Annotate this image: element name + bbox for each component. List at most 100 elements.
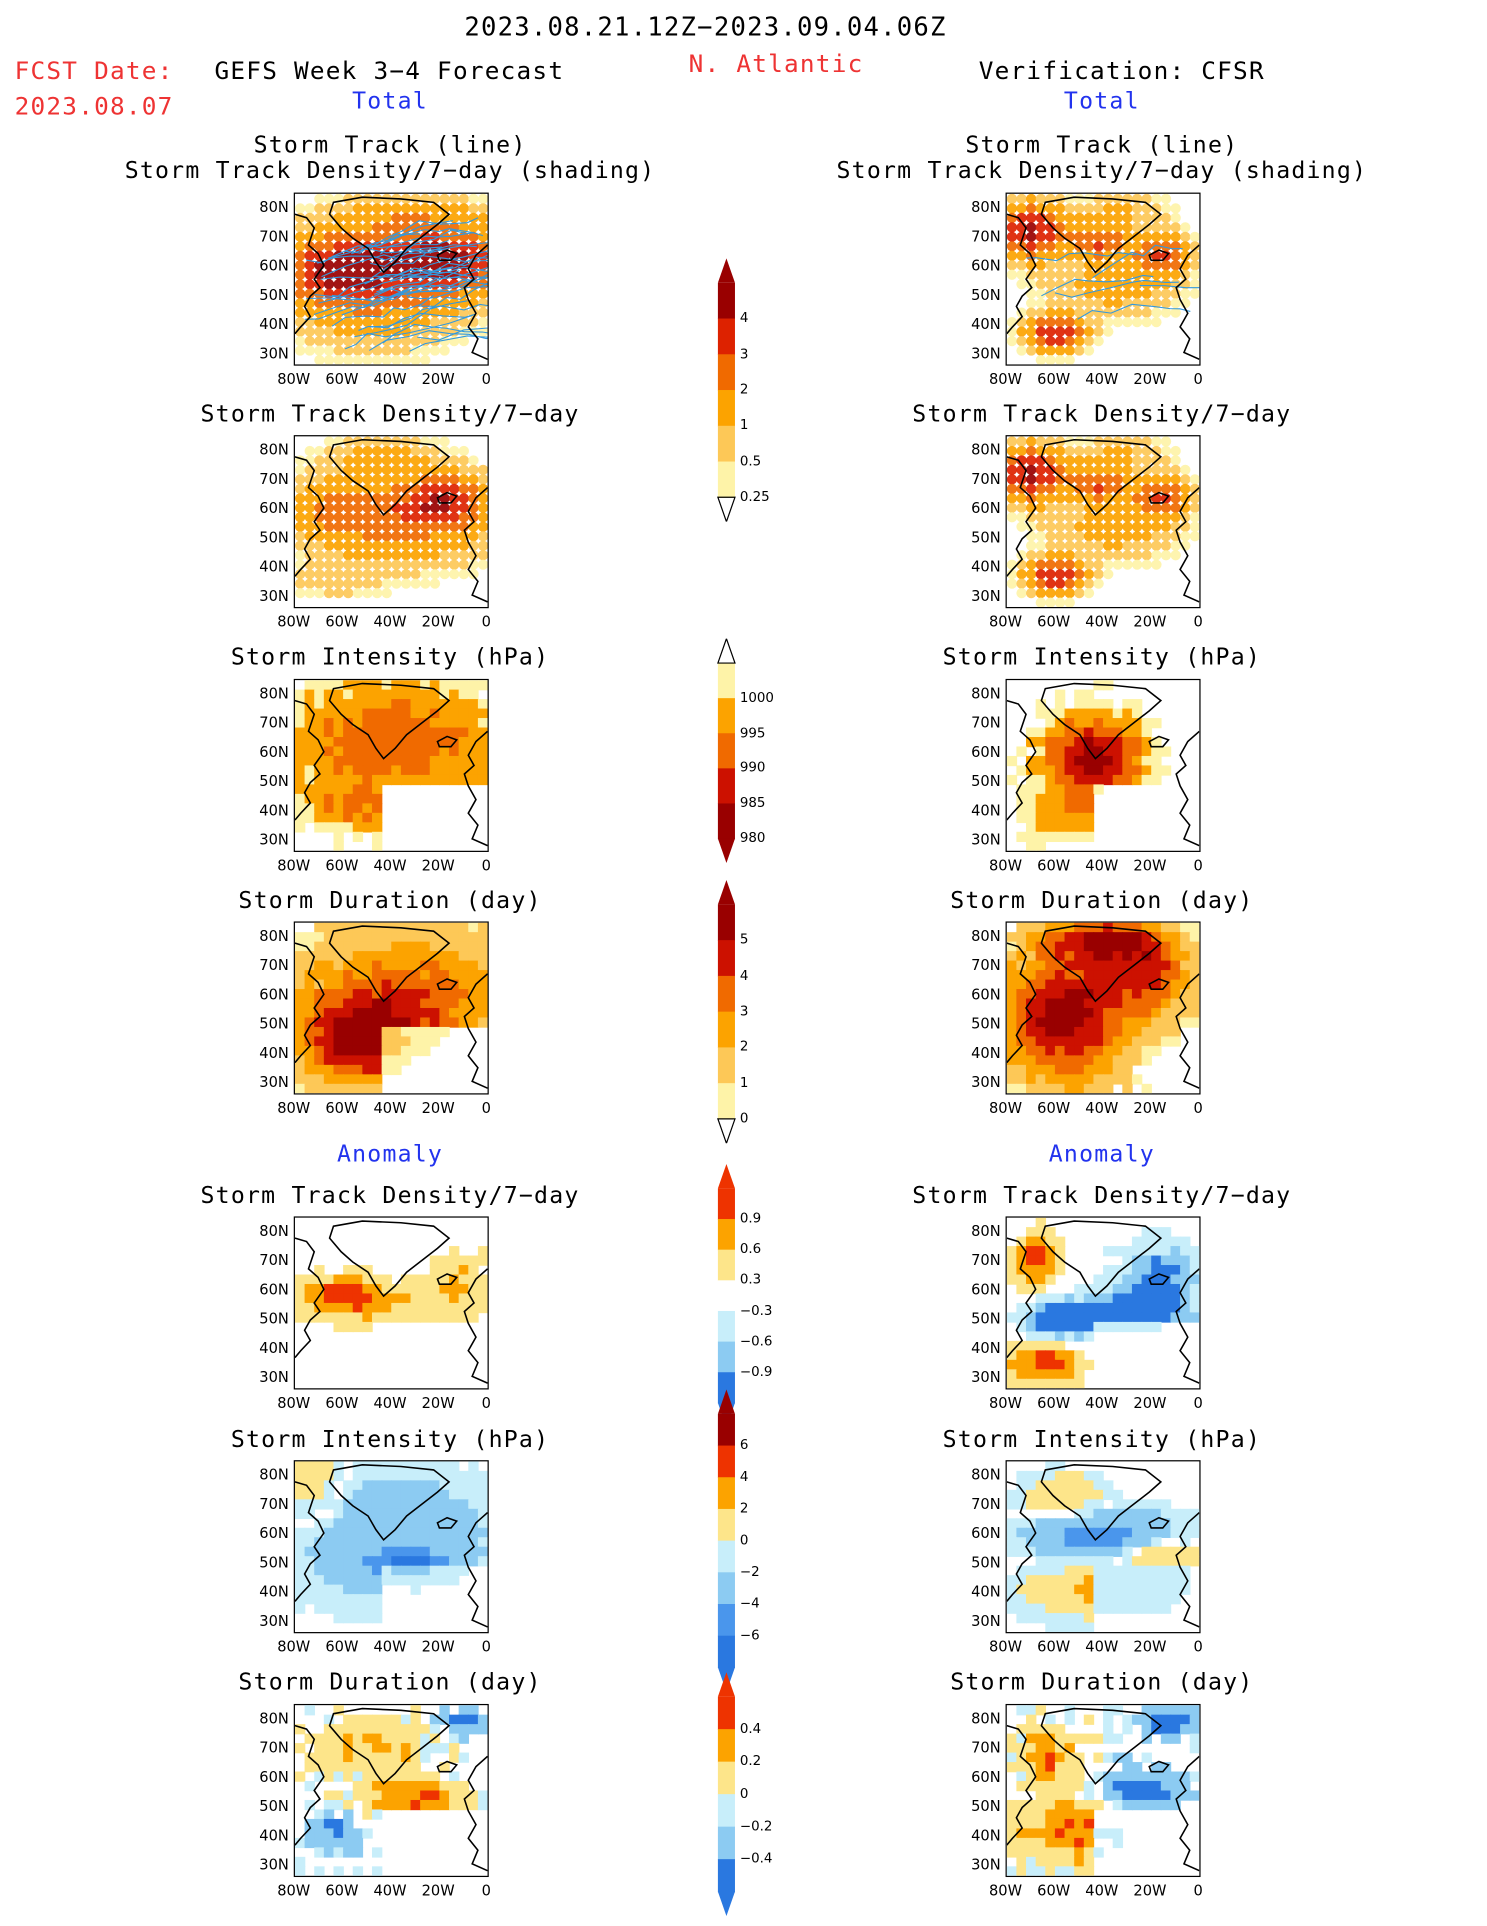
shading-cell bbox=[314, 1461, 325, 1472]
shading-cell bbox=[1035, 193, 1047, 205]
shading-cell bbox=[323, 932, 335, 943]
shading-cell bbox=[1122, 1255, 1133, 1266]
shading-cell bbox=[1054, 1790, 1066, 1801]
shading-cell bbox=[381, 578, 392, 589]
shading-cell bbox=[371, 1055, 383, 1066]
shading-cell bbox=[1160, 1714, 1172, 1725]
shading-cell bbox=[1180, 1527, 1191, 1538]
shading-cell bbox=[410, 1705, 421, 1716]
shading-cell bbox=[449, 1790, 460, 1801]
shading-cell bbox=[371, 951, 383, 962]
lon-tick-label: 0 bbox=[1193, 370, 1203, 388]
shading-cell bbox=[381, 699, 392, 710]
shading-cell bbox=[1045, 822, 1056, 833]
shading-cell bbox=[323, 970, 335, 981]
shading-cell bbox=[400, 979, 412, 990]
shading-cell bbox=[352, 1565, 364, 1576]
shading-cell bbox=[429, 1480, 441, 1491]
shading-cell bbox=[1141, 502, 1152, 513]
shading-cell bbox=[294, 317, 306, 328]
shading-cell bbox=[391, 464, 402, 475]
lon-tick-label: 40W bbox=[373, 1394, 407, 1412]
shading-cell bbox=[343, 998, 354, 1009]
shading-cell bbox=[1122, 1083, 1133, 1094]
map-shading bbox=[294, 193, 488, 365]
shading-cell bbox=[1074, 1283, 1085, 1295]
shading-cell bbox=[429, 1790, 441, 1801]
shading-cell bbox=[381, 1762, 392, 1773]
lat-tick-label: 30N bbox=[971, 1073, 1001, 1091]
shading-cell bbox=[1026, 1017, 1037, 1028]
greenland-outline bbox=[1040, 925, 1163, 1003]
shading-cell bbox=[1064, 326, 1075, 337]
shading-cell bbox=[1103, 1302, 1114, 1314]
shading-cell bbox=[371, 326, 383, 337]
shading-cell bbox=[1054, 250, 1066, 261]
shading-cell bbox=[1151, 474, 1162, 485]
shading-cell bbox=[362, 803, 373, 814]
shading-cell bbox=[1074, 793, 1085, 805]
shading-cell bbox=[468, 1480, 479, 1491]
shading-cell bbox=[1141, 559, 1152, 570]
shading-cell bbox=[1122, 1790, 1133, 1801]
shading-cell bbox=[410, 212, 421, 223]
shading-cell bbox=[410, 1584, 421, 1595]
shading-cell bbox=[1045, 1546, 1056, 1557]
shading-cell bbox=[333, 1613, 344, 1624]
shading-cell bbox=[323, 260, 335, 271]
shading-cell bbox=[1103, 1594, 1114, 1605]
shading-cell bbox=[400, 1489, 412, 1501]
shading-cell bbox=[1074, 1752, 1085, 1763]
shading-cell bbox=[429, 212, 441, 223]
shading-cell bbox=[1006, 1828, 1018, 1839]
shading-cell bbox=[362, 203, 373, 214]
shading-cell bbox=[1064, 464, 1075, 475]
shading-cell bbox=[1103, 540, 1114, 551]
shading-cell bbox=[343, 354, 354, 365]
shading-cell bbox=[1074, 784, 1085, 795]
shading-cell bbox=[371, 1470, 383, 1482]
shading-cell bbox=[1112, 1527, 1124, 1538]
shading-cell bbox=[1189, 521, 1200, 532]
shading-cell bbox=[1093, 1575, 1104, 1586]
shading-cell bbox=[477, 680, 488, 691]
shading-cell bbox=[1083, 1556, 1095, 1567]
shading-cell bbox=[1064, 578, 1075, 589]
shading-cell bbox=[1074, 941, 1085, 952]
shading-cell bbox=[1026, 1781, 1037, 1792]
shading-cell bbox=[1151, 193, 1162, 205]
shading-cell bbox=[449, 531, 460, 542]
shading-cell bbox=[449, 1546, 460, 1557]
shading-cell bbox=[1083, 831, 1095, 843]
lon-tick-label: 80W bbox=[277, 1099, 311, 1117]
lat-tick-label: 40N bbox=[971, 558, 1001, 576]
shading-cell bbox=[1045, 1856, 1056, 1868]
colorbar-label: 5 bbox=[739, 931, 749, 948]
shading-cell bbox=[381, 1274, 392, 1285]
lon-tick-label: 60W bbox=[325, 613, 359, 631]
shading-cell bbox=[449, 317, 460, 328]
shading-cell bbox=[371, 212, 383, 223]
shading-cell bbox=[429, 970, 441, 981]
shading-cell bbox=[1035, 1809, 1047, 1820]
shading-cell bbox=[1103, 1790, 1114, 1801]
shading-cell bbox=[333, 493, 344, 504]
shading-cell bbox=[420, 737, 431, 748]
shading-cell bbox=[1083, 212, 1095, 223]
shading-cell bbox=[323, 1743, 335, 1754]
shading-cell bbox=[333, 1575, 344, 1586]
shading-cell bbox=[1054, 1340, 1066, 1352]
shading-cell bbox=[1122, 1546, 1133, 1557]
shading-cell bbox=[1083, 1074, 1095, 1085]
shading-cell bbox=[429, 502, 441, 513]
shading-cell bbox=[1045, 812, 1056, 824]
shading-cell bbox=[1006, 1274, 1018, 1285]
shading-cell bbox=[410, 932, 421, 943]
shading-cell bbox=[420, 569, 431, 580]
shading-cell bbox=[1170, 512, 1181, 523]
shading-cell bbox=[352, 1007, 364, 1019]
shading-cell bbox=[1141, 1714, 1152, 1725]
shading-cell bbox=[391, 1026, 402, 1038]
shading-cell bbox=[381, 1781, 392, 1792]
shading-cell bbox=[1026, 1809, 1037, 1820]
